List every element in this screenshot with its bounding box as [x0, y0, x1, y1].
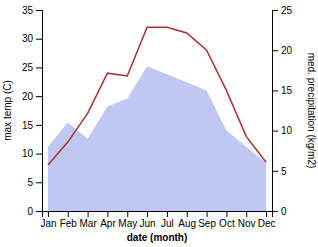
y2-tick-mark	[272, 90, 278, 91]
x-tick-label: Oct	[219, 218, 235, 229]
x-tick-mark	[226, 211, 227, 217]
y2-tick-label: 5	[281, 166, 287, 177]
x-axis-line	[43, 212, 273, 218]
x-tick-label: Mar	[79, 218, 97, 229]
x-tick-mark	[266, 211, 267, 217]
y-tick: 5	[27, 177, 42, 188]
x-tick-label: Sep	[198, 218, 216, 229]
y2-tick-mark	[272, 10, 278, 11]
y-tick-mark	[36, 125, 42, 126]
x-tick-mark	[107, 211, 108, 217]
x-tick: Feb	[60, 211, 78, 229]
y2-axis-title: med. precipitation (kg/m2)	[306, 53, 317, 169]
y-tick-label: 10	[22, 148, 34, 159]
x-tick: Dec	[258, 211, 276, 229]
y-tick-mark	[36, 10, 42, 11]
x-tick: Aug	[178, 211, 196, 229]
y2-tick-mark	[272, 211, 278, 212]
y-tick: 0	[27, 206, 42, 217]
x-tick: Apr	[100, 211, 116, 229]
y2-tick: 15	[272, 85, 293, 96]
x-tick-label: Dec	[258, 218, 276, 229]
y-tick: 35	[22, 5, 42, 16]
y-axis-line	[36, 11, 43, 212]
y-tick-label: 30	[22, 33, 34, 44]
y2-tick: 5	[272, 166, 287, 177]
y2-tick-mark	[272, 50, 278, 51]
y2-axis-line	[273, 11, 279, 212]
x-tick-mark	[68, 211, 69, 217]
x-tick-mark	[187, 211, 188, 217]
plot: Jan FebMarAprMayJun Jul AugSepOctNovDec 0 5 10…	[2, 5, 317, 243]
y2-tick-mark	[272, 171, 278, 172]
x-tick: Jan	[40, 211, 56, 229]
y2-tick-label: 15	[281, 85, 293, 96]
y-tick-mark	[36, 211, 42, 212]
x-tick-mark	[246, 211, 247, 217]
chart-container: Jan FebMarAprMayJun Jul AugSepOctNovDec 0 5 10…	[0, 0, 318, 247]
y-tick-label: 5	[27, 177, 33, 188]
y-axis: 0 5 10 15 20 25 30 35	[22, 5, 43, 217]
x-tick-label: Apr	[100, 218, 116, 229]
y2-tick: 10	[272, 125, 293, 136]
y2-tick: 20	[272, 45, 293, 56]
x-tick: Jul	[161, 211, 174, 229]
x-tick: Sep	[198, 211, 216, 229]
y-tick: 20	[22, 91, 42, 102]
x-tick-label: Jan	[40, 218, 56, 229]
y-tick: 25	[22, 62, 42, 73]
x-tick-mark	[127, 211, 128, 217]
x-axis-title: date (month)	[127, 232, 188, 243]
y-tick: 30	[22, 33, 42, 44]
y-tick-mark	[36, 154, 42, 155]
y-tick-label: 20	[22, 91, 34, 102]
y2-axis: 0 5 10 15 20 25	[272, 5, 293, 217]
y-tick: 10	[22, 148, 42, 159]
y-tick-label: 0	[27, 206, 33, 217]
x-tick-mark	[48, 211, 49, 217]
y-tick-label: 15	[22, 120, 34, 131]
x-tick: Nov	[238, 211, 256, 229]
chart: Jan FebMarAprMayJun Jul AugSepOctNovDec 0 5 10…	[0, 0, 318, 247]
y-tick-mark	[36, 39, 42, 40]
x-tick: Jun	[140, 211, 156, 229]
x-tick-label: Aug	[178, 218, 196, 229]
y2-tick-label: 25	[281, 5, 293, 16]
x-tick-label: Jun	[140, 218, 156, 229]
x-tick: Oct	[219, 211, 235, 229]
y2-tick: 25	[272, 5, 293, 16]
x-tick: May	[118, 211, 137, 229]
x-tick-mark	[207, 211, 208, 217]
x-tick-label: Feb	[60, 218, 78, 229]
y-tick-label: 25	[22, 62, 34, 73]
y-axis-title: max temp (C)	[2, 80, 13, 141]
y-tick: 15	[22, 120, 42, 131]
line	[48, 27, 266, 165]
y-tick-label: 35	[22, 5, 34, 16]
y2-tick-label: 10	[281, 125, 293, 136]
x-tick-mark	[88, 211, 89, 217]
y-tick-mark	[36, 96, 42, 97]
y-tick-mark	[36, 67, 42, 68]
y2-tick-mark	[272, 131, 278, 132]
x-tick-mark	[167, 211, 168, 217]
y2-tick-label: 20	[281, 45, 293, 56]
x-tick-label: May	[118, 218, 137, 229]
x-tick-mark	[147, 211, 148, 217]
area	[48, 66, 266, 211]
x-tick: Mar	[79, 211, 97, 229]
marks	[48, 27, 266, 211]
x-axis: Jan FebMarAprMayJun Jul AugSepOctNovDec	[40, 211, 275, 229]
x-tick-label: Jul	[161, 218, 174, 229]
x-tick-label: Nov	[238, 218, 256, 229]
y-tick-mark	[36, 182, 42, 183]
y2-tick-label: 0	[281, 206, 287, 217]
y2-tick: 0	[272, 206, 287, 217]
